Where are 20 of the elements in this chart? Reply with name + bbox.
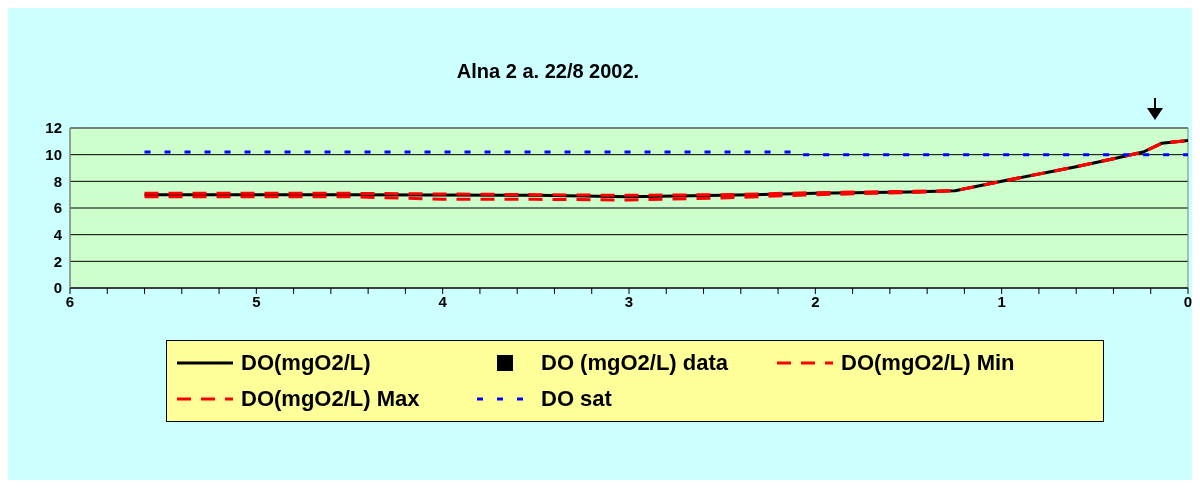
legend-label: DO sat	[541, 386, 612, 412]
x-tick-label: 6	[65, 292, 75, 310]
y-tick-label: 10	[45, 145, 62, 163]
y-tick-label: 8	[53, 172, 62, 190]
x-tick-label: 2	[811, 292, 820, 310]
x-tick-label: 5	[252, 292, 261, 310]
x-tick-label: 4	[438, 292, 448, 310]
y-tick-label: 6	[53, 199, 62, 217]
chart-title: Alna 2 a. 22/8 2002.	[455, 60, 641, 83]
x-tick-label: 3	[624, 292, 634, 310]
legend-label: DO(mgO2/L) Max	[241, 386, 420, 412]
y-tick-label: 2	[53, 252, 62, 270]
y-tick-label: 12	[45, 119, 62, 137]
legend-label: DO (mgO2/L) data	[541, 350, 729, 376]
y-tick-label: 0	[53, 279, 62, 297]
y-tick-label: 4	[53, 225, 63, 243]
legend-label: DO(mgO2/L)	[241, 350, 371, 376]
x-tick-label: 1	[997, 292, 1006, 310]
x-tick-label: 0	[1183, 292, 1193, 310]
legend-label: DO(mgO2/L) Min	[841, 350, 1015, 376]
